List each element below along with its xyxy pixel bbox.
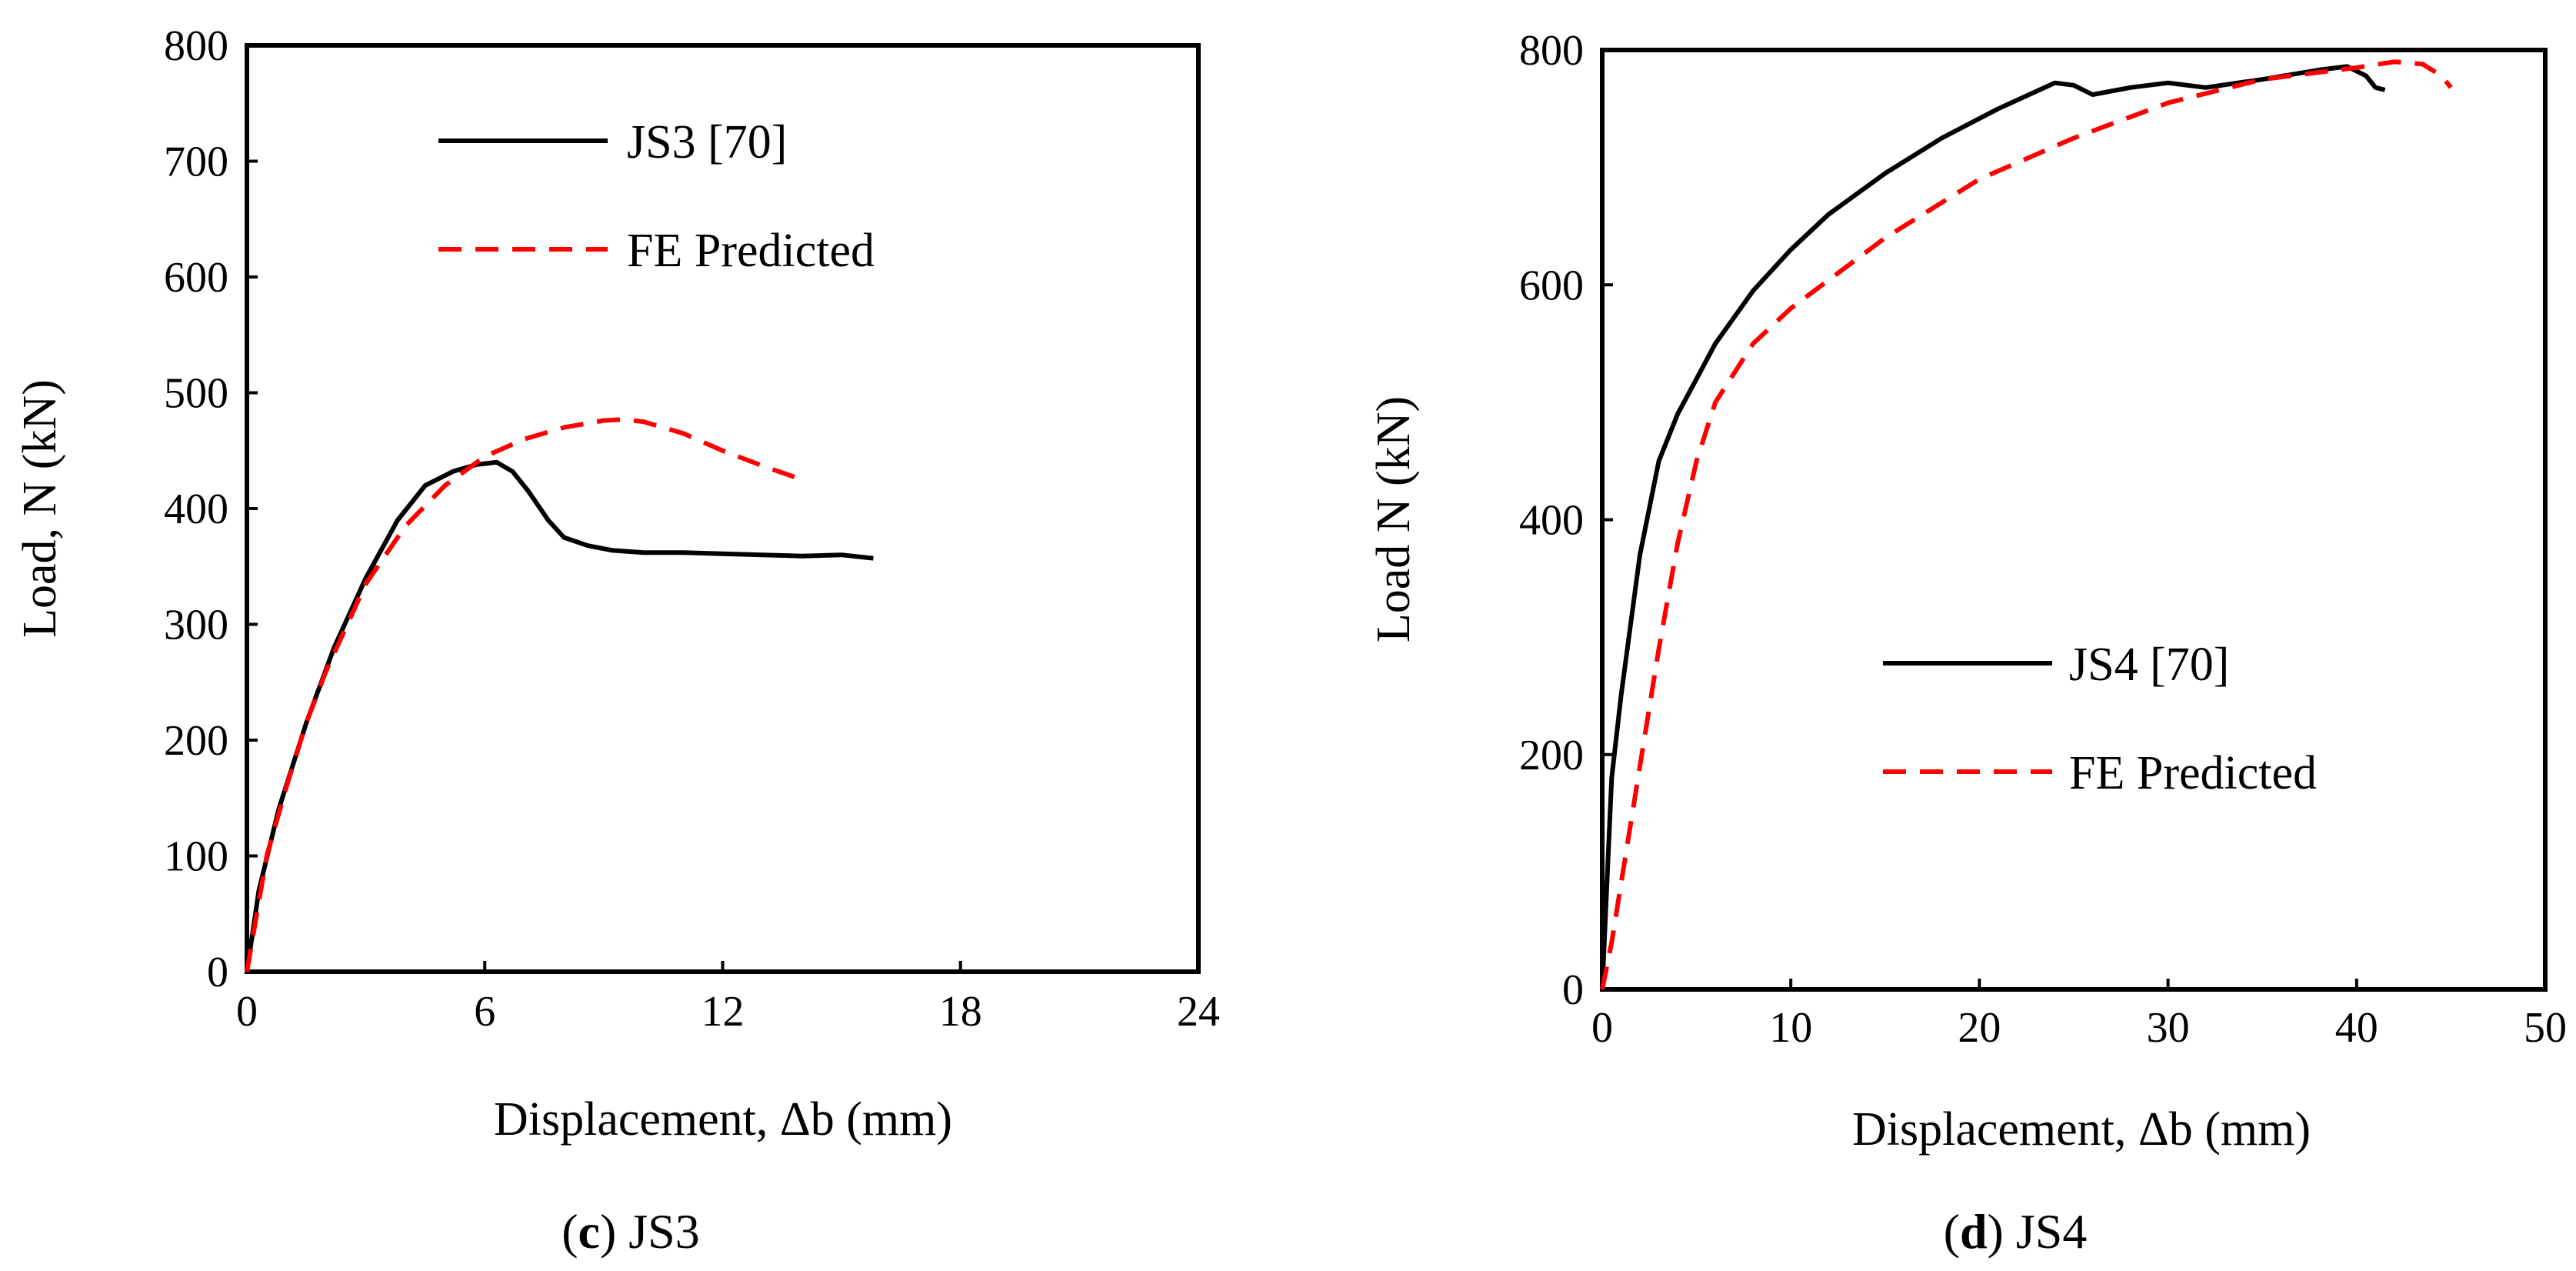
panel-c-x-tick-label: 18 [939,988,982,1036]
panel-c-caption: (c) JS3 [562,1204,700,1259]
panel-c-legend: JS3 [70] FE Predicted [438,116,875,277]
panel-c-y-tick-label: 700 [164,138,228,186]
panel-d-x-tick-label: 10 [1769,1004,1812,1052]
panel-d-js4: 0 10 20 30 40 50 0 200 400 600 800 JS4 [70] FE Pre… [1368,27,2567,1259]
panel-c-series-line-experimental [245,459,874,972]
panel-c-js3: 0 6 12 18 24 0 100 200 300 400 500 600 700 800 JS3 [7… [14,22,1220,1259]
panel-c-legend-label-fe: FE Predicted [627,225,875,277]
panel-c-y-tick-label: 600 [164,254,228,302]
panel-c-x-axis-label: Displacement, Δb (mm) [494,1093,952,1146]
panel-d-y-tick-label: 600 [1519,262,1584,309]
panel-d-series-line-experimental [1600,64,2386,990]
panel-d-caption-text: JS4 [2016,1204,2088,1259]
panel-d-y-tick-label: 200 [1519,732,1584,779]
panel-c-x-tick-label: 12 [701,988,745,1036]
panel-d-caption: (d) JS4 [1944,1204,2088,1259]
panel-d-plot-frame [1600,48,2548,992]
panel-d-legend-label-js4: JS4 [70] [2069,639,2229,691]
panel-d-x-axis-label: Displacement, Δb (mm) [1852,1103,2311,1156]
panel-d-y-tick-label: 0 [1562,966,1584,1014]
panel-d-legend-label-fe: FE Predicted [2069,747,2317,799]
panel-d-x-tick-label: 50 [2524,1004,2567,1052]
panel-c-y-tick-label: 0 [207,949,228,996]
panel-d-caption-letter: d [1960,1204,1988,1259]
panel-c-series [245,417,874,972]
panel-c-y-tick-label: 500 [164,370,228,418]
panel-d-y-tick-label: 800 [1519,27,1584,75]
panel-c-x-tick-label: 0 [236,988,258,1036]
panel-c-y-tick-label: 200 [164,717,228,765]
panel-d-series [1600,59,2453,990]
panel-d-y-tick-label: 400 [1519,497,1584,545]
panel-d-x-tick-label: 20 [1958,1004,2001,1052]
panel-c-plot-frame [245,43,1201,974]
panel-c-caption-text: JS3 [628,1204,700,1259]
panel-c-y-axis-label: Load, N (kN) [14,379,66,638]
panel-d-x-tick-label: 0 [1591,1004,1613,1052]
panel-d-y-axis-label: Load N (kN) [1368,396,1420,642]
panel-c-y-tick-label: 300 [164,602,228,649]
panel-c-series-line-fe-predicted [245,417,803,972]
panel-d-axes: 0 10 20 30 40 50 0 200 400 600 800 [1519,27,2567,1052]
panel-c-y-tick-label: 800 [164,22,228,70]
panel-c-x-tick-label: 6 [474,988,495,1036]
panel-d-series-line-fe-predicted [1600,59,2453,990]
panel-c-x-tick-label: 24 [1177,988,1220,1036]
panel-c-y-tick-label: 100 [164,833,228,881]
panel-c-legend-label-js3: JS3 [70] [627,116,787,168]
panel-d-x-tick-label: 30 [2147,1004,2190,1052]
panel-d-x-tick-label: 40 [2335,1004,2378,1052]
panel-c-axes: 0 6 12 18 24 0 100 200 300 400 500 600 700 800 [164,22,1220,1036]
panel-c-y-tick-label: 400 [164,485,228,533]
panel-d-legend: JS4 [70] FE Predicted [1883,639,2317,799]
panel-c-caption-letter: c [578,1204,600,1259]
